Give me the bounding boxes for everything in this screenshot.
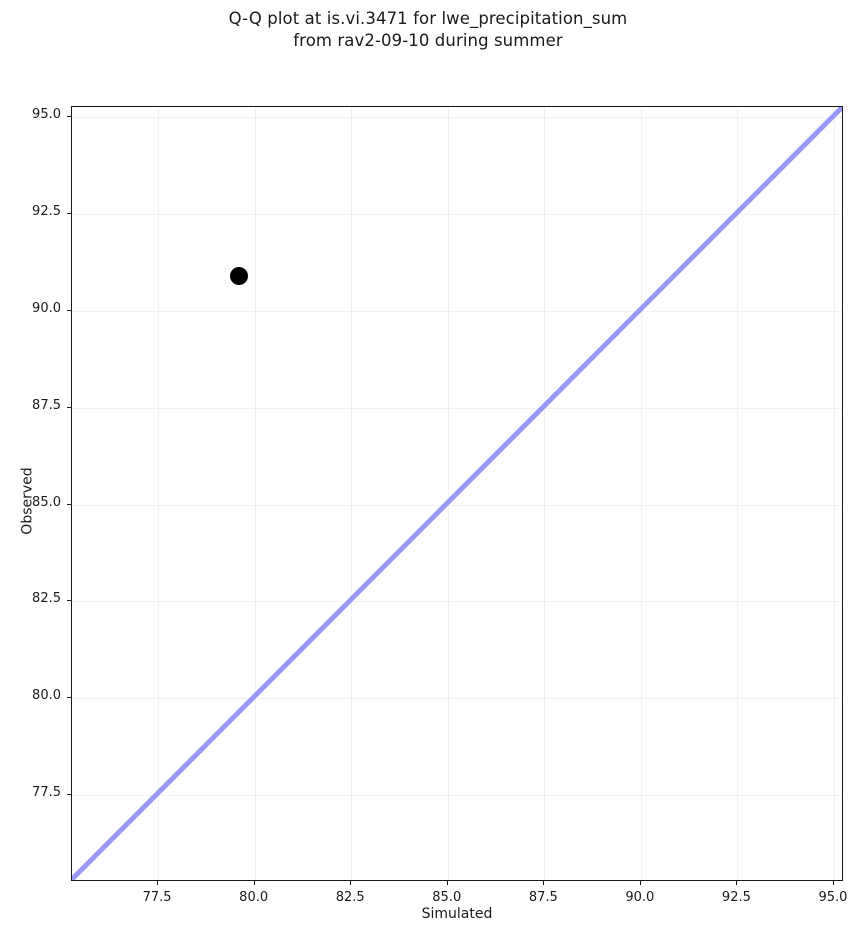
y-tick-label: 80.0 (32, 688, 61, 704)
x-tick-mark (253, 881, 255, 885)
x-tick-mark (350, 881, 352, 885)
chart-title: Q-Q plot at is.vi.3471 for lwe_precipita… (228, 9, 628, 50)
y-tick-mark (67, 697, 71, 699)
x-tick-mark (832, 881, 834, 885)
x-tick-mark (639, 881, 641, 885)
x-tick-label: 80.0 (239, 890, 269, 905)
x-tick-label: 92.5 (721, 890, 751, 905)
x-tick-mark (736, 881, 738, 885)
x-tick-label: 82.5 (335, 890, 365, 905)
gridline-vertical (544, 107, 546, 880)
gridline-vertical (351, 107, 353, 880)
gridline-horizontal (72, 698, 842, 700)
gridline-horizontal (72, 601, 842, 603)
x-tick-label: 90.0 (625, 890, 655, 905)
gridline-horizontal (72, 214, 842, 216)
x-axis-label: Simulated (421, 906, 493, 922)
x-tick-label: 87.5 (528, 890, 558, 905)
y-tick-label: 95.0 (32, 107, 61, 123)
y-tick-label: 85.0 (32, 494, 61, 510)
one-to-one-reference-line (72, 107, 842, 880)
y-tick-label: 77.5 (32, 784, 61, 800)
gridline-vertical (447, 107, 449, 880)
gridline-vertical (833, 107, 835, 880)
y-tick-label: 82.5 (32, 591, 61, 607)
y-axis-label: Observed (19, 467, 36, 535)
gridline-horizontal (72, 504, 842, 506)
y-tick-mark (67, 310, 71, 311)
y-tick-mark (67, 406, 71, 408)
y-tick-mark (67, 213, 71, 215)
y-tick-label: 92.5 (32, 204, 61, 220)
y-tick-mark (67, 793, 71, 795)
gridline-vertical (737, 107, 739, 880)
plot-area (71, 106, 843, 881)
gridline-horizontal (72, 311, 842, 312)
x-tick-mark (543, 881, 545, 885)
gridline-horizontal (72, 407, 842, 409)
y-tick-label: 90.0 (32, 301, 61, 316)
y-tick-mark (67, 503, 71, 505)
gridline-vertical (254, 107, 256, 880)
data-point (230, 267, 249, 286)
gridline-vertical (640, 107, 642, 880)
y-tick-mark (67, 600, 71, 602)
y-tick-mark (67, 116, 71, 118)
x-tick-label: 85.0 (432, 890, 462, 905)
x-tick-mark (157, 881, 159, 885)
gridline-horizontal (72, 117, 842, 119)
x-tick-mark (446, 881, 448, 885)
gridline-vertical (158, 107, 160, 880)
y-tick-label: 87.5 (32, 397, 61, 413)
gridline-horizontal (72, 794, 842, 796)
x-tick-label: 95.0 (818, 890, 848, 905)
x-tick-label: 77.5 (142, 890, 172, 905)
